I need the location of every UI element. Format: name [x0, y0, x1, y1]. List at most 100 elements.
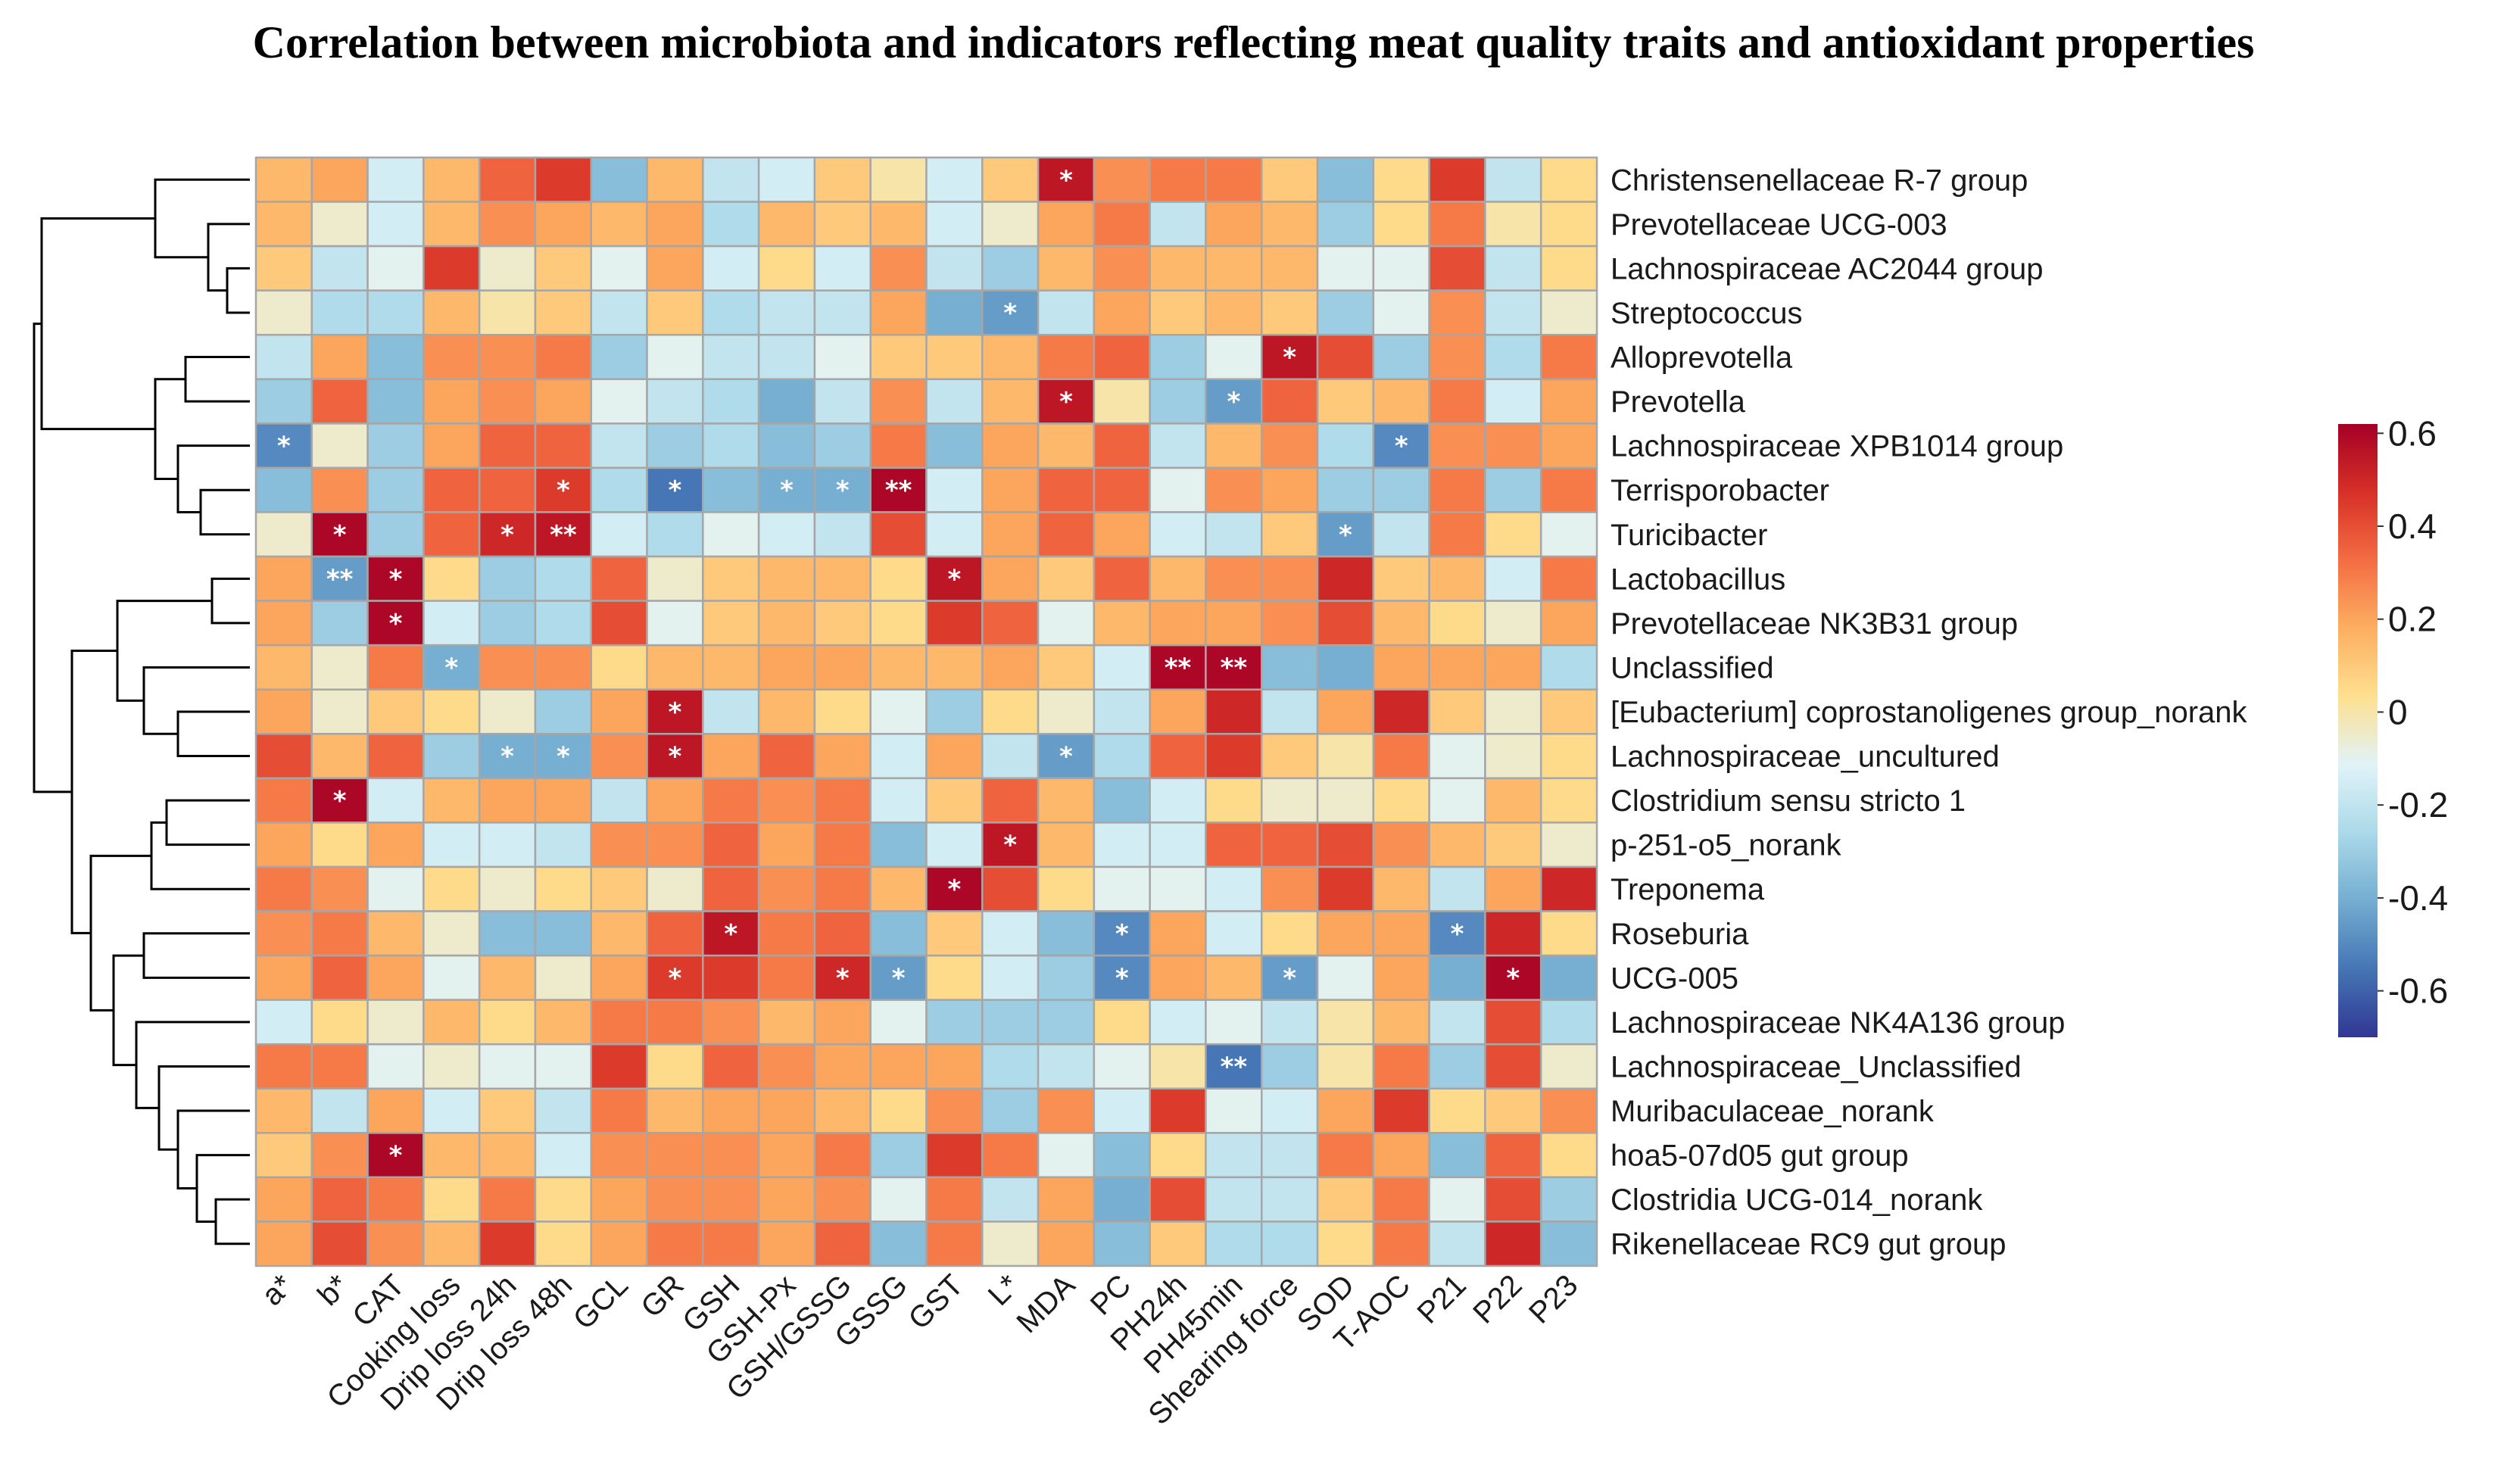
heatmap-cell [1205, 245, 1263, 292]
heatmap-cell [813, 1132, 872, 1179]
row-label: Lachnospiraceae AC2044 group [1611, 252, 2044, 285]
heatmap-cell [1149, 777, 1207, 824]
heatmap-cell [1372, 1043, 1430, 1090]
heatmap-cell [925, 644, 984, 691]
heatmap-cell [1316, 1176, 1375, 1223]
heatmap-cell [366, 1176, 425, 1223]
heatmap-cell [813, 644, 872, 691]
heatmap-cell [590, 733, 648, 780]
heatmap-cell [757, 289, 816, 336]
heatmap-cell [478, 910, 537, 957]
heatmap-cell [1316, 954, 1375, 1001]
heatmap-cell [1539, 378, 1598, 425]
heatmap-cell [1372, 999, 1430, 1046]
heatmap-cell [423, 777, 481, 824]
heatmap-cell [981, 156, 1040, 203]
heatmap-cell [925, 422, 984, 469]
heatmap-cell [1484, 822, 1542, 868]
heatmap-cell [1316, 245, 1375, 292]
heatmap-cell [310, 1176, 369, 1223]
heatmap-cell [534, 289, 593, 336]
heatmap-cell [925, 910, 984, 957]
heatmap-cell [478, 688, 537, 735]
heatmap-cell [1539, 1087, 1598, 1134]
heatmap-cell [590, 1221, 648, 1267]
row-label: UCG-005 [1611, 962, 1738, 995]
significance-star: * [1506, 963, 1520, 993]
heatmap-cell [1428, 555, 1486, 602]
heatmap-cell [310, 865, 369, 912]
heatmap-cell [1149, 466, 1207, 513]
heatmap-cell [1316, 201, 1375, 248]
heatmap-cell [478, 1087, 537, 1134]
heatmap-cell [254, 954, 313, 1001]
heatmap-cell [757, 156, 816, 203]
heatmap-cell [423, 422, 481, 469]
heatmap-cell [1149, 865, 1207, 912]
heatmap-cell [1484, 466, 1542, 513]
heatmap-cell [1093, 555, 1151, 602]
heatmap-cell [590, 954, 648, 1001]
heatmap-cell [813, 378, 872, 425]
heatmap-cell [366, 1087, 425, 1134]
heatmap-cell [1428, 865, 1486, 912]
significance-star: * [333, 786, 347, 816]
heatmap-cell [1037, 910, 1096, 957]
heatmap-cell [925, 378, 984, 425]
heatmap-cell [925, 999, 984, 1046]
heatmap-cell [702, 156, 760, 203]
heatmap-cell [813, 555, 872, 602]
column-label: GST [903, 1268, 970, 1336]
heatmap-cell [1149, 644, 1207, 691]
heatmap-cell [869, 511, 928, 558]
heatmap-cell [1316, 999, 1375, 1046]
heatmap-cell [478, 245, 537, 292]
heatmap-cell [1539, 289, 1598, 336]
heatmap-cell [310, 954, 369, 1001]
heatmap-cell [1484, 1132, 1542, 1179]
heatmap-cell [869, 822, 928, 868]
heatmap-cell [1261, 910, 1319, 957]
heatmap-cell [646, 1221, 704, 1267]
heatmap-cell [1149, 511, 1207, 558]
heatmap-cell [590, 865, 648, 912]
heatmap-cell [1428, 1087, 1486, 1134]
heatmap-cell [254, 865, 313, 912]
heatmap-cell [925, 511, 984, 558]
heatmap-cell [1484, 1043, 1542, 1090]
heatmap-cell [1037, 422, 1096, 469]
heatmap-cell [1428, 333, 1486, 381]
heatmap-cell [254, 777, 313, 824]
heatmap-cell [1261, 511, 1319, 558]
significance-marks: **** ** ** * * * *** * ** *** * *** ** **** * * ***** * **… [277, 165, 1520, 1171]
heatmap-cell [1205, 156, 1263, 203]
heatmap-cell [702, 378, 760, 425]
heatmap-cell [925, 600, 984, 647]
heatmap-cell [646, 1087, 704, 1134]
heatmap-cell [423, 555, 481, 602]
heatmap-cell [534, 865, 593, 912]
heatmap-cell [1205, 289, 1263, 336]
heatmap-cell [981, 1132, 1040, 1179]
dendrogram-branch [142, 666, 250, 735]
heatmap-cell [1037, 245, 1096, 292]
heatmap-cells [254, 156, 1598, 1267]
heatmap-cell [646, 644, 704, 691]
heatmap-cell [646, 555, 704, 602]
heatmap-cell [1037, 156, 1096, 203]
heatmap-cell [1372, 600, 1430, 647]
heatmap-cell [981, 954, 1040, 1001]
heatmap-cell [702, 777, 760, 824]
significance-star: * [1283, 963, 1296, 993]
heatmap-cell [1428, 644, 1486, 691]
heatmap-cell [366, 733, 425, 780]
heatmap-cell [590, 999, 648, 1046]
heatmap-cell [1037, 1043, 1096, 1090]
row-label: hoa5-07d05 gut group [1611, 1140, 1909, 1173]
row-label: Roseburia [1611, 918, 1749, 951]
heatmap-cell [646, 999, 704, 1046]
heatmap-cell [813, 333, 872, 381]
heatmap-cell [1205, 1176, 1263, 1223]
heatmap-cell [1205, 466, 1263, 513]
